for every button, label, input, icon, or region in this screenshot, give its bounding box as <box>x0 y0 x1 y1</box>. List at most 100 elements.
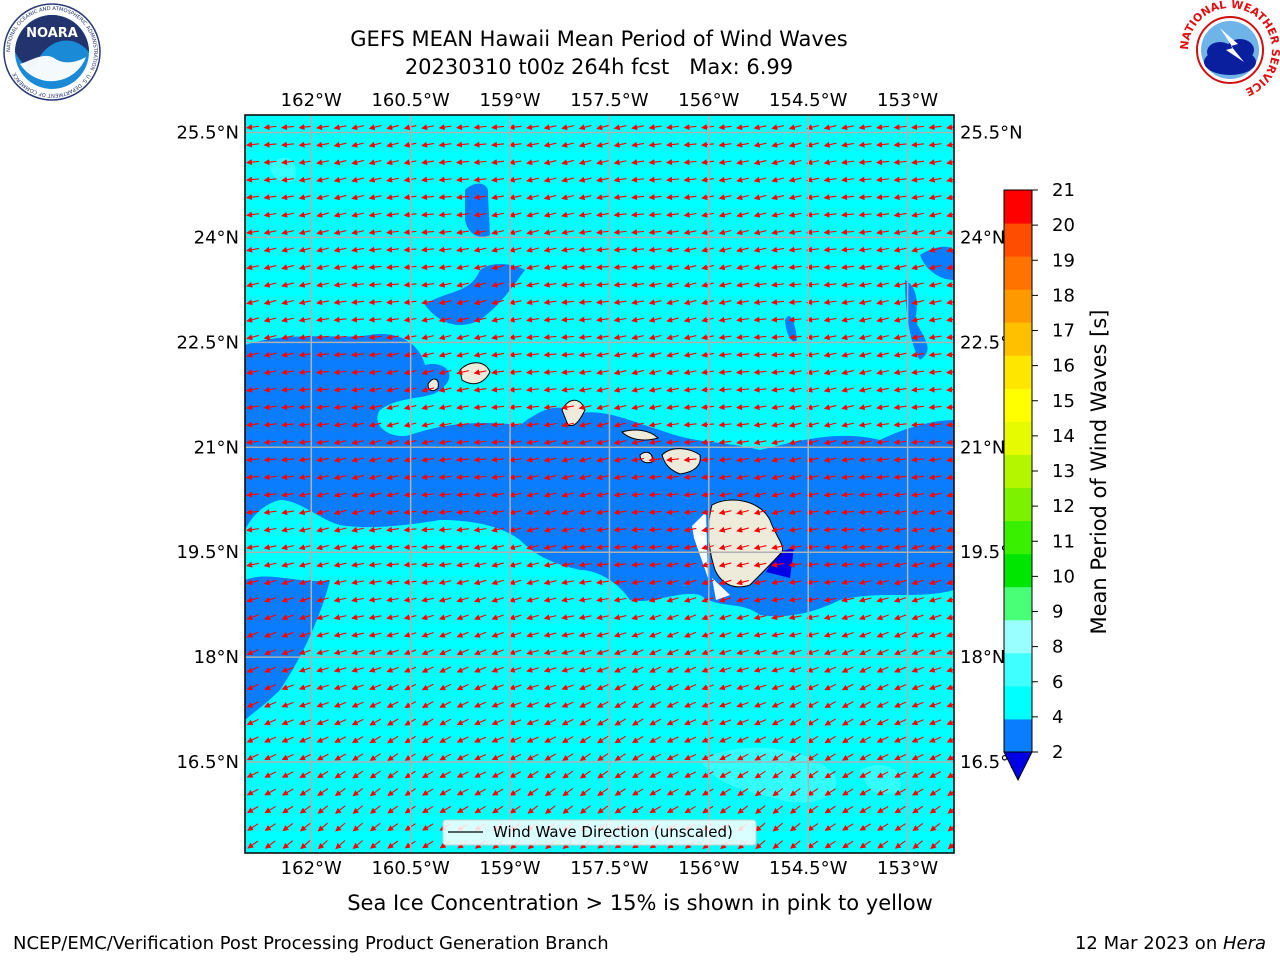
wave-direction-arrow <box>631 211 645 218</box>
wave-direction-arrow <box>876 229 890 236</box>
wave-direction-arrow <box>491 141 505 148</box>
wave-direction-arrow <box>911 404 925 411</box>
wave-direction-arrow <box>946 229 954 236</box>
lat-label-right: 25.5°N <box>960 122 1023 143</box>
wave-direction-arrow <box>858 159 872 166</box>
wave-direction-arrow <box>823 176 837 183</box>
wave-direction-arrow <box>473 334 487 341</box>
wave-direction-arrow <box>631 229 645 236</box>
wave-direction-arrow <box>333 404 347 411</box>
wave-direction-arrow <box>701 194 714 201</box>
wave-direction-arrow <box>858 334 872 341</box>
wave-direction-arrow <box>788 281 802 288</box>
wave-direction-arrow <box>298 386 312 393</box>
wave-direction-arrow <box>368 141 382 148</box>
wave-direction-arrow <box>491 264 504 271</box>
sea-ice-note: Sea Ice Concentration > 15% is shown in … <box>347 891 933 915</box>
wave-direction-arrow <box>648 421 662 428</box>
wave-direction-arrow <box>893 334 907 341</box>
wave-direction-arrow <box>246 229 260 236</box>
wave-direction-arrow <box>421 194 435 201</box>
wave-direction-arrow <box>806 229 820 236</box>
wave-direction-arrow <box>928 124 942 131</box>
wave-direction-arrow <box>806 194 820 201</box>
wave-direction-arrow <box>666 141 680 148</box>
lat-label-right: 24°N <box>960 227 1005 248</box>
wave-direction-arrow <box>701 229 714 236</box>
wave-direction-arrow <box>421 264 435 271</box>
wave-direction-arrow <box>456 246 470 253</box>
wave-direction-arrow <box>911 141 925 148</box>
timestamp: 12 Mar 2023 on Hera <box>1075 933 1266 954</box>
wave-direction-arrow <box>823 229 837 236</box>
wave-direction-arrow <box>543 281 557 288</box>
lon-label-top: 160.5°W <box>371 90 450 111</box>
wave-direction-arrow <box>561 264 575 271</box>
wave-direction-arrow <box>351 246 365 253</box>
lat-label-right: 21°N <box>960 437 1005 458</box>
wave-direction-arrow <box>701 141 715 148</box>
wave-direction-arrow <box>246 404 260 411</box>
wave-direction-arrow <box>491 211 504 218</box>
nws-logo: NATIONAL WEATHER SERVICE <box>1180 0 1280 98</box>
wave-direction-arrow <box>438 264 452 271</box>
wave-direction-arrow <box>316 334 330 341</box>
wave-direction-arrow <box>876 141 890 148</box>
wave-direction-arrow <box>386 176 399 183</box>
wave-direction-arrow <box>771 124 784 131</box>
wave-direction-arrow <box>841 124 854 131</box>
wave-direction-arrow <box>771 141 784 148</box>
wave-direction-arrow <box>753 211 767 218</box>
wave-direction-arrow <box>578 369 592 376</box>
wave-direction-arrow <box>421 229 435 236</box>
wave-direction-arrow <box>806 141 819 148</box>
wave-direction-arrow <box>508 299 522 306</box>
wave-direction-arrow <box>718 211 732 218</box>
wave-direction-arrow <box>508 246 522 253</box>
wave-direction-arrow <box>701 176 715 183</box>
coastal-mask <box>712 578 730 600</box>
wave-direction-arrow <box>823 264 837 271</box>
wave-direction-arrow <box>876 124 890 131</box>
noaa-logo-text: NOARA <box>26 26 78 41</box>
wave-direction-arrow <box>648 334 662 341</box>
wave-direction-arrow <box>683 351 697 358</box>
wave-direction-arrow <box>333 351 347 358</box>
wave-direction-arrow <box>508 264 522 271</box>
wave-direction-arrow <box>893 246 907 253</box>
wave-direction-arrow <box>946 176 954 183</box>
wave-direction-arrow <box>928 351 942 358</box>
colorbar-tick-label: 9 <box>1052 602 1063 623</box>
wave-direction-arrow <box>648 246 662 253</box>
wave-direction-arrow <box>876 386 889 393</box>
wave-direction-arrow <box>858 281 872 288</box>
wave-direction-arrow <box>316 386 330 393</box>
wave-direction-arrow <box>753 176 767 183</box>
wave-direction-arrow <box>946 159 954 166</box>
wave-direction-arrow <box>666 299 679 306</box>
wave-direction-arrow <box>438 124 452 131</box>
wave-direction-arrow <box>788 229 802 236</box>
wave-direction-arrow <box>806 281 820 288</box>
wave-direction-arrow <box>876 264 889 271</box>
wave-direction-arrow <box>788 194 802 201</box>
wave-direction-arrow <box>823 159 837 166</box>
low-period-region <box>245 576 330 720</box>
wave-direction-arrow <box>491 351 505 358</box>
wave-direction-arrow <box>683 159 697 166</box>
lon-label-top: 153°W <box>877 90 938 111</box>
wave-direction-arrow <box>456 299 469 306</box>
wave-direction-arrow <box>473 351 487 358</box>
lat-label-left: 18°N <box>194 647 239 668</box>
wave-direction-arrow <box>333 334 347 341</box>
wave-direction-arrow <box>316 229 329 236</box>
wave-direction-arrow <box>316 404 330 411</box>
wave-direction-arrow <box>298 194 312 201</box>
wave-direction-arrow <box>893 124 907 131</box>
wave-direction-arrow <box>806 264 820 271</box>
wave-direction-arrow <box>858 211 872 218</box>
wave-direction-arrow <box>368 211 382 218</box>
wave-direction-arrow <box>543 334 557 341</box>
wave-direction-arrow <box>613 229 627 236</box>
